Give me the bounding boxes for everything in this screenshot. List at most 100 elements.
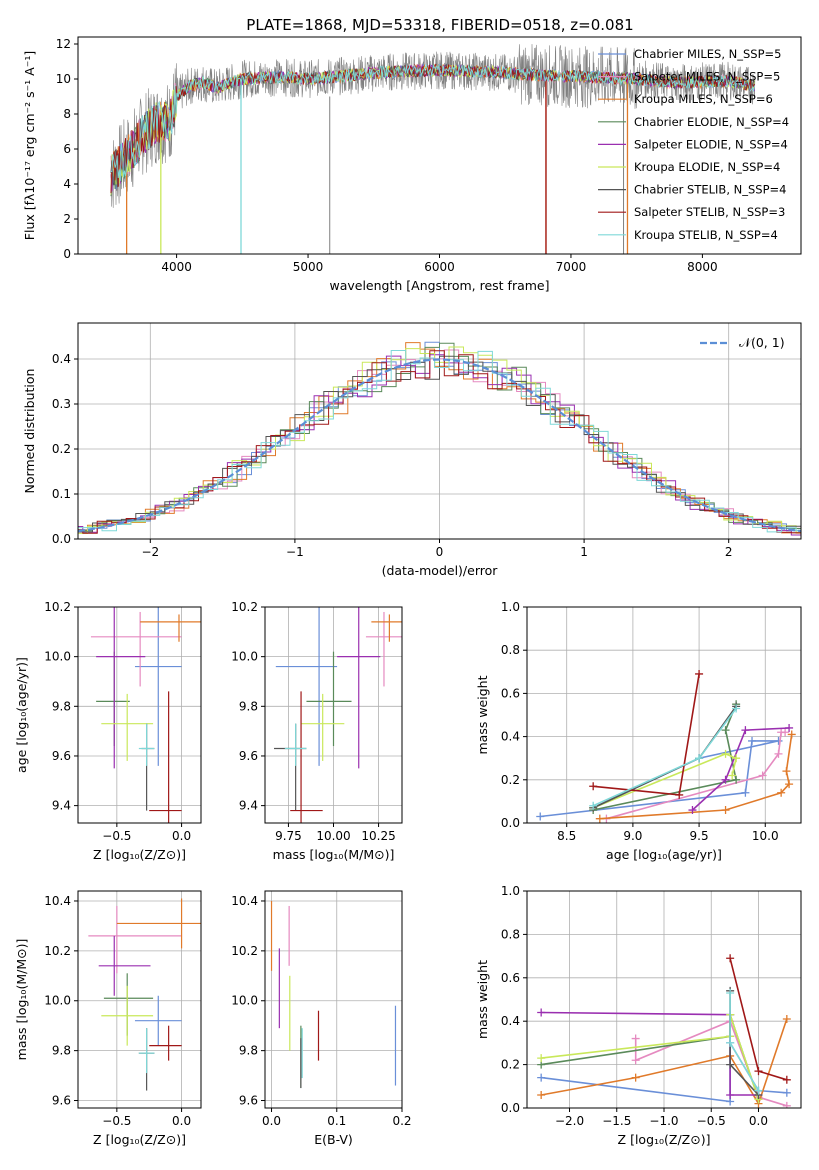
series-salpeter_stelib-marker [589, 782, 598, 791]
y-tick-label: 9.4 [52, 799, 71, 813]
series-kroupa_miles-marker [785, 780, 794, 789]
legend-label-chabrier_miles: Chabrier MILES, N_SSP=5 [634, 47, 781, 61]
y-tick-label: 12 [56, 37, 71, 51]
x-tick-label: −2.0 [555, 1114, 584, 1128]
legend-label-kroupa_miles: Kroupa MILES, N_SSP=6 [634, 92, 773, 106]
axes-frame [77, 606, 202, 824]
series-kroupa_elodie-marker [728, 771, 737, 780]
y-tick-label: 0.4 [501, 1014, 520, 1028]
x-axis-label: Z [log₁₀(Z/Z⊙)] [93, 847, 186, 862]
x-tick-label: −0.5 [102, 1114, 131, 1128]
y-tick-label: 0.2 [52, 442, 71, 456]
series-kroupa_miles-marker [782, 767, 791, 776]
series-kroupa_stelib-marker [732, 704, 741, 713]
spectrum-legend: Chabrier MILES, N_SSP=5 Salpeter MILES, N… [598, 47, 789, 242]
series-kroupa_miles-line [599, 734, 793, 820]
x-tick-label: 8000 [687, 260, 718, 274]
legend-label-salpeter_elodie: Salpeter ELODIE, N_SSP=4 [634, 137, 788, 151]
y-tick-label: 9.8 [239, 699, 258, 713]
y-tick-label: 0.4 [501, 730, 520, 744]
spectrum-axes: 4000 5000 6000 7000 8000 0 2 4 6 8 10 12 wavelength … [22, 36, 802, 293]
age_vs_mass-axes: 9.75 10.00 10.25 9.4 9.6 9.8 10.0 10.2 mass [log… [231, 600, 403, 862]
x-axis-label: age [log₁₀(age/yr)] [606, 847, 722, 862]
y-tick-label: 10 [56, 72, 71, 86]
series-chabrier_stelib-marker [726, 1060, 735, 1069]
model-kroupa_stelib-line [110, 63, 755, 181]
axes-frame [526, 606, 802, 824]
y-tick-label: 10.2 [231, 944, 258, 958]
mass_weight_vs_age-axes: 8.5 9.0 9.5 10.0 0.0 0.2 0.4 0.6 0.8 1.0 age [log₁… [475, 600, 802, 862]
series-salpeter_miles-marker [758, 771, 767, 780]
series-kroupa_stelib-line [729, 993, 760, 1092]
y-tick-label: 0.6 [501, 686, 520, 700]
legend-label-salpeter_stelib: Salpeter STELIB, N_SSP=3 [634, 205, 785, 219]
x-tick-label: 9.0 [623, 829, 642, 843]
axes-frame [264, 606, 403, 824]
series-salpeter_elodie-marker [537, 1008, 546, 1017]
series-kroupa_miles-marker [777, 788, 786, 797]
y-tick-label: 10.0 [44, 650, 71, 664]
y-tick-label: 9.4 [239, 799, 258, 813]
x-tick-label: 10.25 [361, 829, 395, 843]
x-tick-label: 9.75 [275, 829, 302, 843]
series-salpeter_miles-marker [631, 1056, 640, 1065]
y-tick-label: 0.8 [501, 927, 520, 941]
y-tick-label: 9.8 [239, 1044, 258, 1058]
y-tick-label: 10.2 [231, 600, 258, 614]
y-tick-label: 10.2 [44, 600, 71, 614]
model-chabrier_stelib-line [110, 63, 755, 188]
series-salpeter_stelib-marker [754, 1067, 763, 1076]
y-tick-label: 10.2 [44, 944, 71, 958]
series-kroupa_miles-marker [782, 1015, 791, 1024]
y-axis-label: mass weight [475, 675, 490, 754]
y-tick-label: 9.8 [52, 1044, 71, 1058]
series-chabrier_miles-marker [536, 812, 545, 821]
plot-area [90, 607, 201, 823]
legend-label-chabrier_elodie: Chabrier ELODIE, N_SSP=4 [634, 115, 789, 129]
mass_vs_z-axes: −0.5 0.0 9.6 9.8 10.0 10.2 10.4 Z [log₁₀(Z/Z⊙)]… [14, 890, 202, 1147]
y-tick-label: 6 [63, 142, 71, 156]
series-salpeter_elodie-marker [785, 723, 794, 732]
plot-area [110, 44, 756, 254]
series-salpeter_elodie-marker [726, 1090, 735, 1099]
plot-area [537, 954, 791, 1108]
x-tick-label: 0.2 [392, 1114, 411, 1128]
x-axis-label: mass [log₁₀(M/M⊙)] [273, 847, 395, 862]
y-tick-label: 1.0 [501, 600, 520, 614]
series-kroupa_miles-marker [631, 1073, 640, 1082]
x-tick-label: 7000 [556, 260, 587, 274]
x-axis-label: (data-model)/error [382, 563, 499, 578]
plot-area [78, 341, 801, 537]
x-tick-label: 10.0 [752, 829, 779, 843]
y-axis-label: mass weight [475, 960, 490, 1039]
y-axis-label: Flux [fλ10⁻¹⁷ erg cm⁻² s⁻¹ A⁻¹] [22, 51, 37, 240]
y-tick-label: 0.2 [501, 1058, 520, 1072]
plots-layer: 4000 5000 6000 7000 8000024681012wavelength … [14, 36, 802, 1147]
x-tick-label: 2 [725, 545, 733, 559]
x-tick-label: 6000 [424, 260, 455, 274]
residuals-axes: −2 −1 0 1 2 0.0 0.1 0.2 0.3 0.4 (data-model)/error… [22, 322, 802, 578]
y-tick-label: 0.0 [501, 816, 520, 830]
x-tick-label: 0.0 [172, 1114, 191, 1128]
x-tick-label: −1 [286, 545, 304, 559]
series-kroupa_stelib-marker [589, 801, 598, 810]
x-tick-label: 0.1 [327, 1114, 346, 1128]
series-kroupa_elodie-line [592, 753, 738, 809]
legend-label-chabrier_stelib: Chabrier STELIB, N_SSP=4 [634, 183, 786, 197]
y-tick-label: 0.8 [501, 643, 520, 657]
legend-label-kroupa_stelib: Kroupa STELIB, N_SSP=4 [634, 228, 778, 242]
x-tick-label: −1.5 [602, 1114, 631, 1128]
y-tick-label: 9.8 [52, 699, 71, 713]
series-chabrier_elodie-marker [721, 726, 730, 735]
series-salpeter_elodie-marker [688, 806, 697, 815]
x-tick-label: 9.5 [690, 829, 709, 843]
x-tick-label: 10.00 [316, 829, 350, 843]
y-tick-label: 1.0 [501, 884, 520, 898]
x-tick-label: 4000 [161, 260, 192, 274]
series-salpeter_miles-marker [774, 749, 783, 758]
plot-area [270, 900, 397, 1089]
y-tick-label: 0.1 [52, 487, 71, 501]
series-salpeter_miles-marker [631, 1034, 640, 1043]
mass_weight_vs_z-axes: −2.0 −1.5 −1.0 −0.5 0.0 0.0 0.2 0.4 0.6 0.8 1.0 Z [… [475, 884, 802, 1147]
x-tick-label: 8.5 [557, 829, 576, 843]
